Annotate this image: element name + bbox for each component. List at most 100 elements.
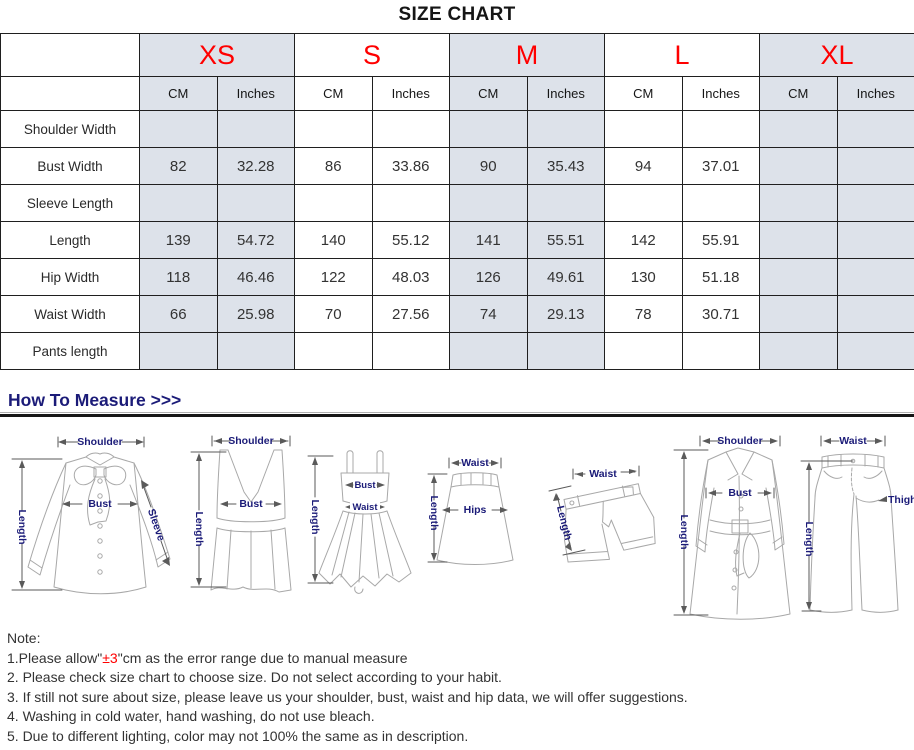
notes-block: Note: 1.Please allow"±3"cm as the error …	[7, 629, 907, 746]
shoulder-measure: Shoulder	[699, 435, 781, 447]
shoulder-label: Shoulder	[77, 436, 123, 448]
size-header-xs: XS	[139, 33, 295, 77]
cell	[836, 332, 914, 370]
garment-outline	[563, 483, 656, 563]
unit-header-row: CM Inches CM Inches CM Inches CM Inches …	[0, 76, 914, 111]
cell: 90	[449, 147, 528, 185]
waist-measure: Waist	[345, 501, 385, 513]
size-header-xl: XL	[759, 33, 914, 77]
bust-measure: Bust	[705, 487, 775, 499]
cell	[759, 295, 838, 333]
cell	[836, 110, 914, 148]
cell: 49.61	[526, 258, 606, 296]
table-row: Hip Width 118 46.46 122 48.03 126 49.61 130…	[0, 258, 914, 296]
garment-outline	[27, 452, 171, 595]
cell	[294, 184, 373, 222]
table-row: Waist Width 66 25.98 70 27.56 74 29.13 78 30…	[0, 295, 914, 333]
how-to-measure-heading: How To Measure >>>	[8, 390, 182, 410]
cell	[836, 295, 914, 333]
waist-label: Waist	[839, 435, 867, 447]
cell: 35.43	[526, 147, 606, 185]
row-label: Hip Width	[0, 258, 140, 296]
cell	[604, 184, 683, 222]
length-measure: Length	[307, 455, 334, 584]
shoulder-measure: Shoulder	[211, 435, 291, 447]
blouse-drawing: Shoulder Length Bust Sleeve	[11, 436, 171, 595]
cell: 51.18	[681, 258, 761, 296]
hips-label: Hips	[464, 504, 487, 516]
bust-label: Bust	[728, 487, 752, 499]
row-label: Length	[0, 221, 140, 259]
size-chart-table: XS S M L XL CM Inches CM Inches CM Inche…	[0, 33, 914, 370]
cell: 55.12	[371, 221, 451, 259]
thigh-measure: Thigh	[878, 494, 914, 506]
note-line-2: 2. Please check size chart to choose siz…	[7, 669, 502, 685]
length-measure: Length	[673, 449, 709, 616]
waist-measure: Waist	[820, 435, 886, 447]
cell: 55.91	[681, 221, 761, 259]
bust-label: Bust	[88, 498, 112, 510]
cell	[681, 110, 761, 148]
cell: 86	[294, 147, 373, 185]
unit-header-cm: CM	[449, 76, 528, 111]
bust-measure: Bust	[220, 498, 282, 510]
note-line-3: 3. If still not sure about size, please …	[7, 688, 688, 705]
length-measure: Length	[11, 458, 63, 591]
garment-outline	[436, 472, 514, 565]
cell	[371, 110, 451, 148]
unit-header-cm: CM	[604, 76, 683, 111]
unit-header-cm: CM	[139, 76, 218, 111]
cell: 82	[139, 147, 218, 185]
waist-label: Waist	[353, 502, 379, 513]
cell	[836, 184, 914, 222]
cell: 33.86	[371, 147, 451, 185]
hips-measure: Hips	[442, 504, 508, 516]
cell	[836, 258, 914, 296]
row-label: Waist Width	[0, 295, 140, 333]
unit-header-cm: CM	[759, 76, 838, 111]
cell: 118	[139, 258, 218, 296]
unit-header-inches: Inches	[836, 76, 914, 111]
cell	[294, 332, 373, 370]
cell: 130	[604, 258, 683, 296]
table-row: Sleeve Length	[0, 184, 914, 222]
cell: 32.28	[216, 147, 295, 185]
cell	[526, 110, 606, 148]
garment-outline	[809, 453, 899, 613]
skirt-drawing: Waist Hips Length	[427, 457, 514, 565]
shorts-drawing: Waist Length	[548, 465, 656, 563]
size-header-s: S	[293, 33, 451, 77]
row-label: Bust Width	[0, 147, 140, 185]
bust-label: Bust	[354, 480, 376, 491]
length-measure: Length	[427, 473, 448, 563]
cell: 54.72	[216, 221, 295, 259]
cell	[216, 332, 295, 370]
waist-label: Waist	[461, 457, 489, 469]
pants-drawing: Waist Thigh Length	[800, 435, 914, 613]
tank-top-drawing: Shoulder Length Bust	[190, 435, 292, 593]
cell: 30.71	[681, 295, 761, 333]
cell: 126	[449, 258, 528, 296]
cell	[759, 258, 838, 296]
table-row: Shoulder Width	[0, 110, 914, 148]
dress-drawing: Bust Waist Length	[307, 450, 412, 594]
garment-outline	[210, 449, 292, 593]
bust-measure: Bust	[345, 480, 385, 491]
garment-outline	[689, 447, 791, 620]
cell	[759, 184, 838, 222]
table-row: Bust Width 82 32.28 86 33.86 90 35.43 94 37.…	[0, 147, 914, 185]
shoulder-label: Shoulder	[228, 435, 274, 447]
bust-measure: Bust	[62, 498, 138, 510]
cell: 78	[604, 295, 683, 333]
note-line-1: 1.Please allow"±3"cm as the error range …	[7, 649, 408, 666]
cell: 70	[294, 295, 373, 333]
corner-cell	[0, 76, 140, 111]
shoulder-measure: Shoulder	[57, 436, 145, 448]
length-label: Length	[678, 515, 690, 550]
sleeve-label: Sleeve	[145, 507, 167, 543]
cell	[759, 221, 838, 259]
waist-measure: Waist	[448, 457, 502, 469]
cell: 25.98	[216, 295, 295, 333]
cell: 46.46	[216, 258, 295, 296]
